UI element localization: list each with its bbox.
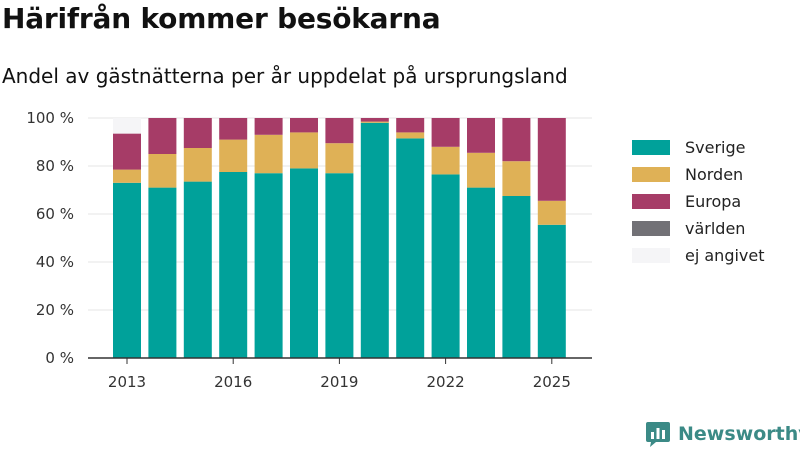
bar-segment	[148, 154, 177, 188]
legend-item: Norden	[632, 161, 765, 188]
bar-segment	[396, 118, 425, 133]
bar-segment	[537, 118, 566, 201]
bar-segment	[254, 173, 283, 358]
y-tick-label: 20 %	[36, 301, 74, 319]
bar-segment	[431, 118, 460, 147]
bar-segment	[219, 118, 248, 140]
bar-segment	[113, 118, 141, 134]
y-tick-label: 0 %	[45, 349, 74, 367]
legend-item: världen	[632, 215, 765, 242]
legend-swatch	[632, 167, 670, 182]
bar-segment	[113, 133, 141, 170]
bar-segment	[148, 187, 177, 358]
bar-segment	[290, 132, 318, 169]
bar-segment	[219, 172, 248, 358]
legend-swatch	[632, 221, 670, 236]
bar-segment	[467, 118, 495, 153]
newsworthy-icon	[646, 422, 670, 447]
bar-segment	[183, 118, 212, 148]
bar-segment	[502, 118, 531, 162]
x-tick-label: 2016	[214, 373, 252, 391]
bar-segment	[467, 152, 495, 188]
legend-swatch	[632, 248, 670, 263]
legend-swatch	[632, 194, 670, 209]
bar-segment	[467, 187, 495, 358]
bar-segment	[254, 118, 283, 135]
bar-segment	[183, 181, 212, 358]
newsworthy-logo: Newsworthy	[645, 420, 800, 448]
bar-segment	[325, 143, 354, 174]
bar-segment	[360, 122, 389, 358]
bar-segment	[360, 121, 389, 123]
bar-segment	[396, 138, 425, 358]
bar-segment	[360, 118, 389, 122]
y-tick-label: 60 %	[36, 205, 74, 223]
chart-subtitle: Andel av gästnätterna per år uppdelat på…	[2, 64, 568, 88]
bar-segment	[290, 118, 318, 133]
x-tick-label: 2022	[427, 373, 465, 391]
legend-item: Europa	[632, 188, 765, 215]
legend-label: världen	[685, 219, 746, 238]
brand-name: Newsworthy	[678, 423, 800, 445]
x-tick-label: 2025	[533, 373, 571, 391]
legend-label: Norden	[685, 165, 744, 184]
bar-segment	[325, 118, 354, 144]
bar-segment	[113, 169, 141, 183]
bar-segment	[537, 224, 566, 358]
bar-segment	[219, 139, 248, 172]
chart-title: Härifrån kommer besökarna	[2, 2, 441, 35]
bar-segment	[113, 182, 141, 358]
legend-label: Sverige	[685, 138, 746, 157]
chart-legend: Sverige Norden Europa världen ej angivet	[632, 134, 765, 269]
bar-segment	[148, 118, 177, 154]
bar-segment	[502, 161, 531, 196]
legend-item: Sverige	[632, 134, 765, 161]
y-tick-label: 40 %	[36, 253, 74, 271]
bar-segment	[254, 134, 283, 174]
bar-segment	[502, 196, 531, 358]
bar-segment	[431, 174, 460, 358]
bar-segment	[325, 173, 354, 358]
bar-segment	[396, 132, 425, 139]
bar-segment	[183, 148, 212, 182]
x-tick-label: 2013	[108, 373, 146, 391]
y-tick-label: 100 %	[26, 109, 74, 127]
y-tick-label: 80 %	[36, 157, 74, 175]
x-tick-label: 2019	[320, 373, 358, 391]
legend-label: Europa	[685, 192, 742, 211]
legend-label: ej angivet	[685, 246, 765, 265]
bar-segment	[537, 200, 566, 225]
bar-segment	[290, 168, 318, 358]
legend-item: ej angivet	[632, 242, 765, 269]
bar-segment	[431, 146, 460, 175]
legend-swatch	[632, 140, 670, 155]
